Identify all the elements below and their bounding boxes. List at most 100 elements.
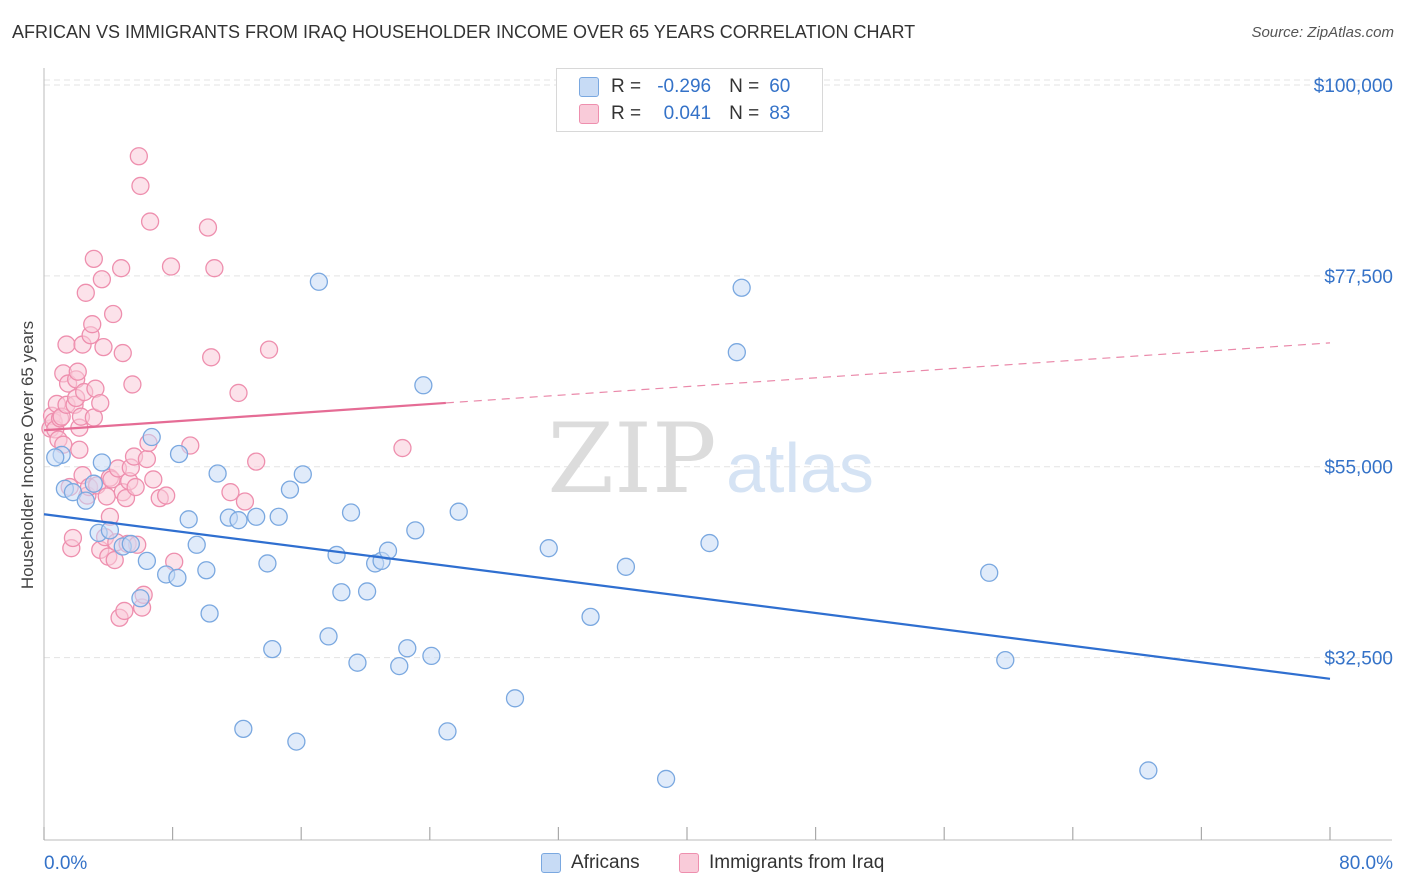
point-africans xyxy=(208,464,227,483)
point-africans xyxy=(332,583,351,602)
point-africans xyxy=(348,653,367,672)
point-iraq xyxy=(129,147,148,166)
legend-item-africans[interactable]: Africans xyxy=(541,852,640,874)
point-iraq xyxy=(83,315,102,334)
n-value: 60 xyxy=(769,76,791,97)
point-africans xyxy=(92,453,112,472)
point-iraq xyxy=(140,212,160,231)
point-africans xyxy=(406,521,425,540)
trend-line-iraq-projection xyxy=(445,342,1331,404)
point-iraq xyxy=(198,218,218,237)
point-africans xyxy=(996,650,1015,670)
legend-swatch-iraq xyxy=(679,853,699,873)
point-iraq xyxy=(259,340,279,359)
legend-row-africans: R = -0.296 N = 60 xyxy=(579,75,790,99)
point-africans xyxy=(197,561,216,580)
point-africans xyxy=(63,483,83,502)
point-africans xyxy=(980,563,999,582)
watermark: ZIP atlas xyxy=(547,403,874,515)
point-africans xyxy=(616,557,636,576)
legend-label-iraq: Immigrants from Iraq xyxy=(709,852,885,873)
legend-item-iraq[interactable]: Immigrants from Iraq xyxy=(679,852,884,874)
chart-title: AFRICAN VS IMMIGRANTS FROM IRAQ HOUSEHOL… xyxy=(12,22,916,42)
tick-labels: $32,500 $55,000 $77,500 $100,000 0.0% 80.0% xyxy=(44,76,1393,874)
legend-swatch-iraq xyxy=(579,104,599,124)
series-legend: Africans Immigrants from Iraq xyxy=(0,852,1406,876)
grid-lines xyxy=(44,79,1392,659)
point-iraq xyxy=(103,304,123,324)
series-africans-points xyxy=(46,272,1158,789)
n-label: N = xyxy=(729,76,760,97)
point-iraq xyxy=(97,487,116,506)
n-value: 83 xyxy=(769,103,791,124)
point-iraq xyxy=(84,249,103,269)
point-iraq xyxy=(126,477,145,497)
y-tick-label: $55,000 xyxy=(1324,458,1393,479)
x-tick-label-max: 80.0% xyxy=(1339,853,1393,874)
point-africans xyxy=(258,554,277,573)
legend-label-africans: Africans xyxy=(571,852,640,873)
point-iraq xyxy=(229,383,248,403)
point-iraq xyxy=(144,470,163,489)
axes xyxy=(43,68,1392,841)
point-africans xyxy=(539,539,558,558)
point-africans xyxy=(1139,761,1158,780)
point-africans xyxy=(169,444,189,464)
point-iraq xyxy=(393,438,412,458)
point-africans xyxy=(505,689,525,708)
point-iraq xyxy=(137,449,157,469)
point-africans xyxy=(234,719,253,739)
point-iraq xyxy=(92,270,112,289)
point-africans xyxy=(341,503,361,522)
point-iraq xyxy=(105,550,124,570)
watermark-atlas: atlas xyxy=(726,429,874,507)
point-africans xyxy=(287,732,306,751)
point-africans xyxy=(269,507,288,526)
point-iraq xyxy=(63,528,83,548)
point-iraq xyxy=(115,601,134,621)
point-africans xyxy=(357,582,377,601)
point-africans xyxy=(84,474,103,493)
point-africans xyxy=(327,545,346,565)
x-tick-label-min: 0.0% xyxy=(44,853,87,874)
point-africans xyxy=(727,343,746,362)
point-africans xyxy=(280,480,300,499)
point-iraq xyxy=(123,375,142,394)
y-tick-label: $100,000 xyxy=(1314,76,1393,97)
point-africans xyxy=(390,656,409,676)
point-africans xyxy=(319,627,338,646)
trend-lines xyxy=(43,342,1331,680)
point-africans xyxy=(398,639,417,658)
point-iraq xyxy=(70,440,89,459)
point-africans xyxy=(179,510,198,529)
point-iraq xyxy=(113,343,132,363)
point-africans xyxy=(422,646,441,666)
chart-source: Source: ZipAtlas.com xyxy=(1251,24,1394,41)
point-iraq xyxy=(68,362,87,381)
legend-swatch-africans xyxy=(579,77,599,97)
legend-swatch-africans xyxy=(541,853,561,873)
point-africans xyxy=(293,465,312,484)
trend-line-africans xyxy=(43,513,1331,680)
point-africans xyxy=(581,607,600,627)
point-africans xyxy=(449,502,468,521)
point-africans xyxy=(142,427,161,447)
point-iraq xyxy=(205,259,224,278)
point-iraq xyxy=(247,452,266,471)
point-africans xyxy=(229,511,248,530)
correlation-legend: R = -0.296 N = 60 R = 0.041 N = 83 xyxy=(556,68,823,132)
point-africans xyxy=(187,535,206,554)
y-axis-label: Householder Income Over 65 years xyxy=(18,320,37,590)
point-iraq xyxy=(161,257,181,276)
point-iraq xyxy=(157,486,176,505)
n-label: N = xyxy=(729,103,760,124)
r-label: R = xyxy=(611,76,642,97)
watermark-zip: ZIP xyxy=(547,403,716,515)
point-iraq xyxy=(91,393,110,413)
point-africans xyxy=(131,589,150,608)
point-africans xyxy=(309,272,329,291)
point-africans xyxy=(168,568,187,588)
point-africans xyxy=(438,722,457,741)
point-iraq xyxy=(112,259,131,278)
